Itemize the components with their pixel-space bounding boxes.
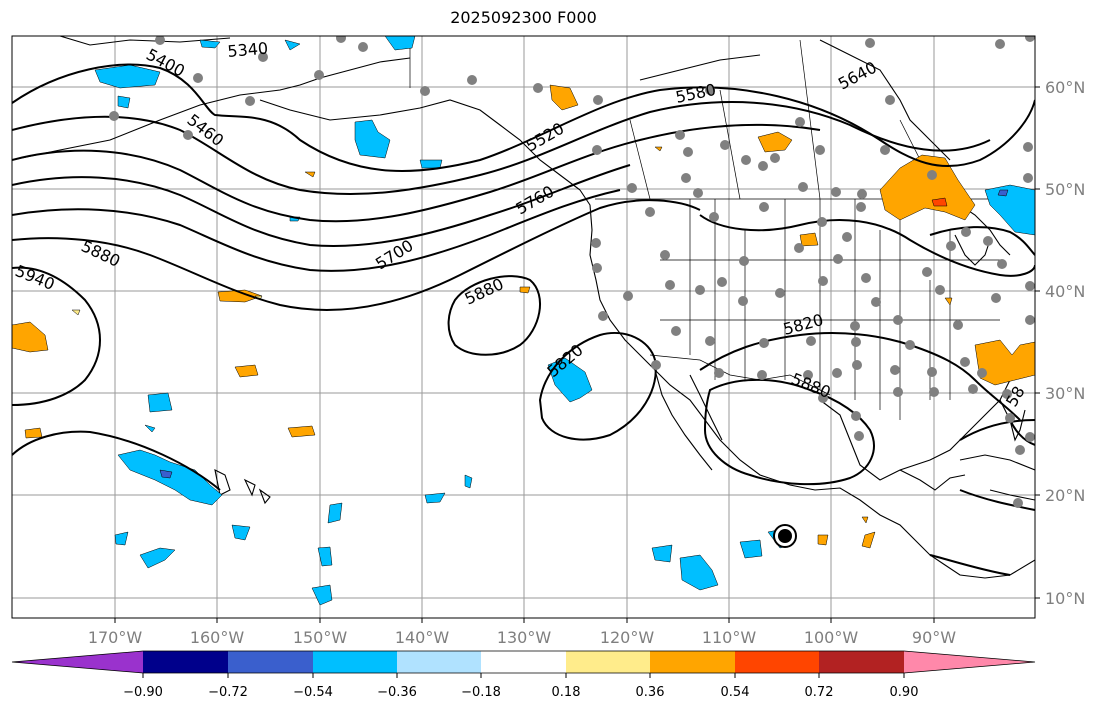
lon-label-130w: 130°W [497, 628, 552, 647]
lon-label-160w: 160°W [190, 628, 245, 647]
lat-label-60n: 60°N [1045, 78, 1085, 97]
colorbar-tick-label: 0.54 [721, 685, 750, 700]
height-contours [12, 63, 1035, 576]
colorbar-tick-label: −0.54 [293, 685, 333, 700]
latitude-labels: 60°N 50°N 40°N 30°N 20°N 10°N [1045, 78, 1085, 608]
colorbar-segment-4 [397, 651, 481, 673]
colorbar-segment-8 [735, 651, 819, 673]
colorbar-segment-3 [313, 651, 397, 673]
lon-label-120w: 120°W [600, 628, 655, 647]
colorbar-segment-0 [12, 651, 143, 673]
colorbar-tick-label: −0.90 [123, 685, 163, 700]
lon-label-150w: 150°W [293, 628, 348, 647]
colorbar-segment-7 [650, 651, 735, 673]
colorbar-segment-10 [904, 651, 1035, 673]
lon-label-110w: 110°W [702, 628, 757, 647]
colorbar-tick-label: −0.72 [208, 685, 248, 700]
lon-label-170w: 170°W [88, 628, 143, 647]
lat-label-50n: 50°N [1045, 180, 1085, 199]
lon-label-140w: 140°W [395, 628, 450, 647]
coastlines [12, 36, 1035, 579]
colorbar-tick-label: 0.36 [636, 685, 665, 700]
colorbar-segment-2 [228, 651, 313, 673]
colorbar-tick-label: 0.72 [805, 685, 834, 700]
tick-marks [114, 86, 1040, 623]
anomaly-fills [12, 36, 1035, 606]
lat-label-40n: 40°N [1045, 282, 1085, 301]
cyclone-marker [773, 524, 797, 548]
colorbar-segment-9 [819, 651, 904, 673]
lat-label-20n: 20°N [1045, 486, 1085, 505]
lon-label-100w: 100°W [804, 628, 859, 647]
gridlines [12, 36, 1035, 618]
chart-title: 2025092300 F000 [450, 8, 597, 27]
colorbar-tick-label: 0.90 [890, 685, 919, 700]
contour-label-5340: 5340 [227, 39, 269, 61]
colorbar-tick-label: 0.18 [552, 685, 581, 700]
lon-label-90w: 90°W [912, 628, 956, 647]
colorbar: −0.90 −0.72 −0.54 −0.36 −0.18 0.18 0.36 … [11, 650, 1036, 700]
colorbar-tick-label: −0.36 [377, 685, 417, 700]
colorbar-segment-1 [143, 651, 228, 673]
lat-label-30n: 30°N [1045, 384, 1085, 403]
longitude-labels: 170°W 160°W 150°W 140°W 130°W 120°W 110°… [88, 628, 956, 647]
colorbar-tick-label: −0.18 [461, 685, 501, 700]
colorbar-segment-5 [481, 651, 566, 673]
lat-label-10n: 10°N [1045, 589, 1085, 608]
station-dots [109, 36, 1035, 508]
colorbar-segment-6 [566, 651, 650, 673]
